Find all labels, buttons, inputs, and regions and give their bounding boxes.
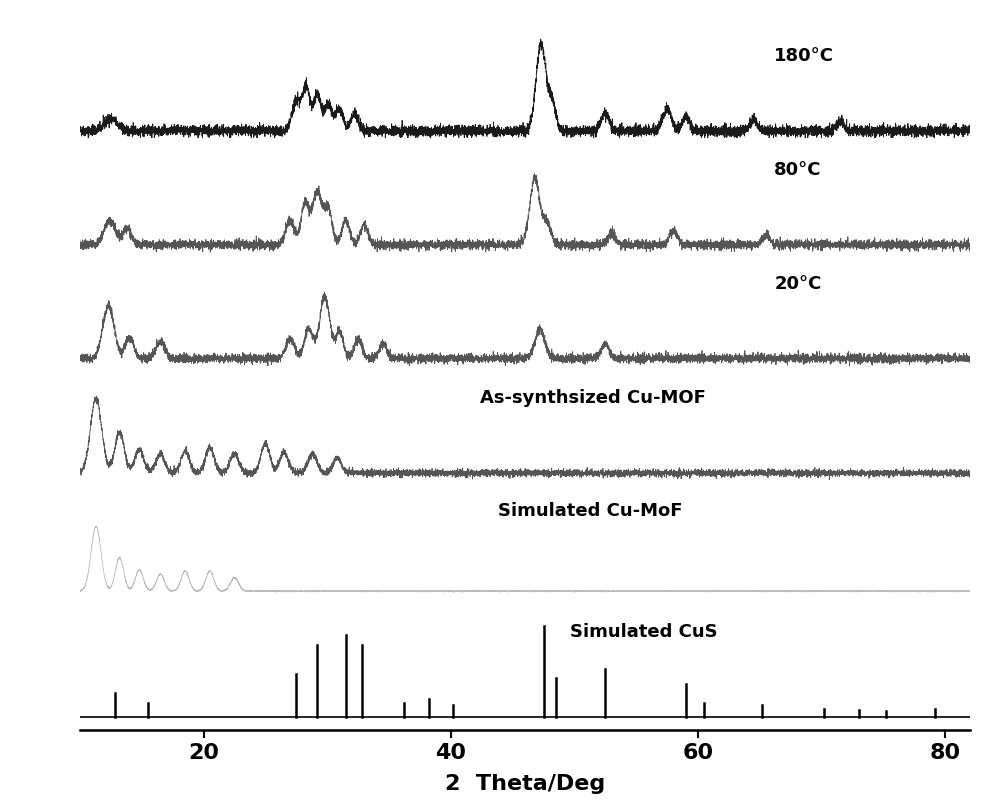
Text: As-synthsized Cu-MOF: As-synthsized Cu-MOF (480, 388, 706, 406)
Text: 20°C: 20°C (774, 275, 822, 293)
X-axis label: 2  Theta/Deg: 2 Theta/Deg (445, 775, 605, 794)
Text: Simulated Cu-MoF: Simulated Cu-MoF (498, 502, 683, 521)
Text: Simulated CuS: Simulated CuS (570, 623, 717, 641)
Text: 180°C: 180°C (774, 47, 834, 65)
Text: 80°C: 80°C (774, 161, 822, 179)
